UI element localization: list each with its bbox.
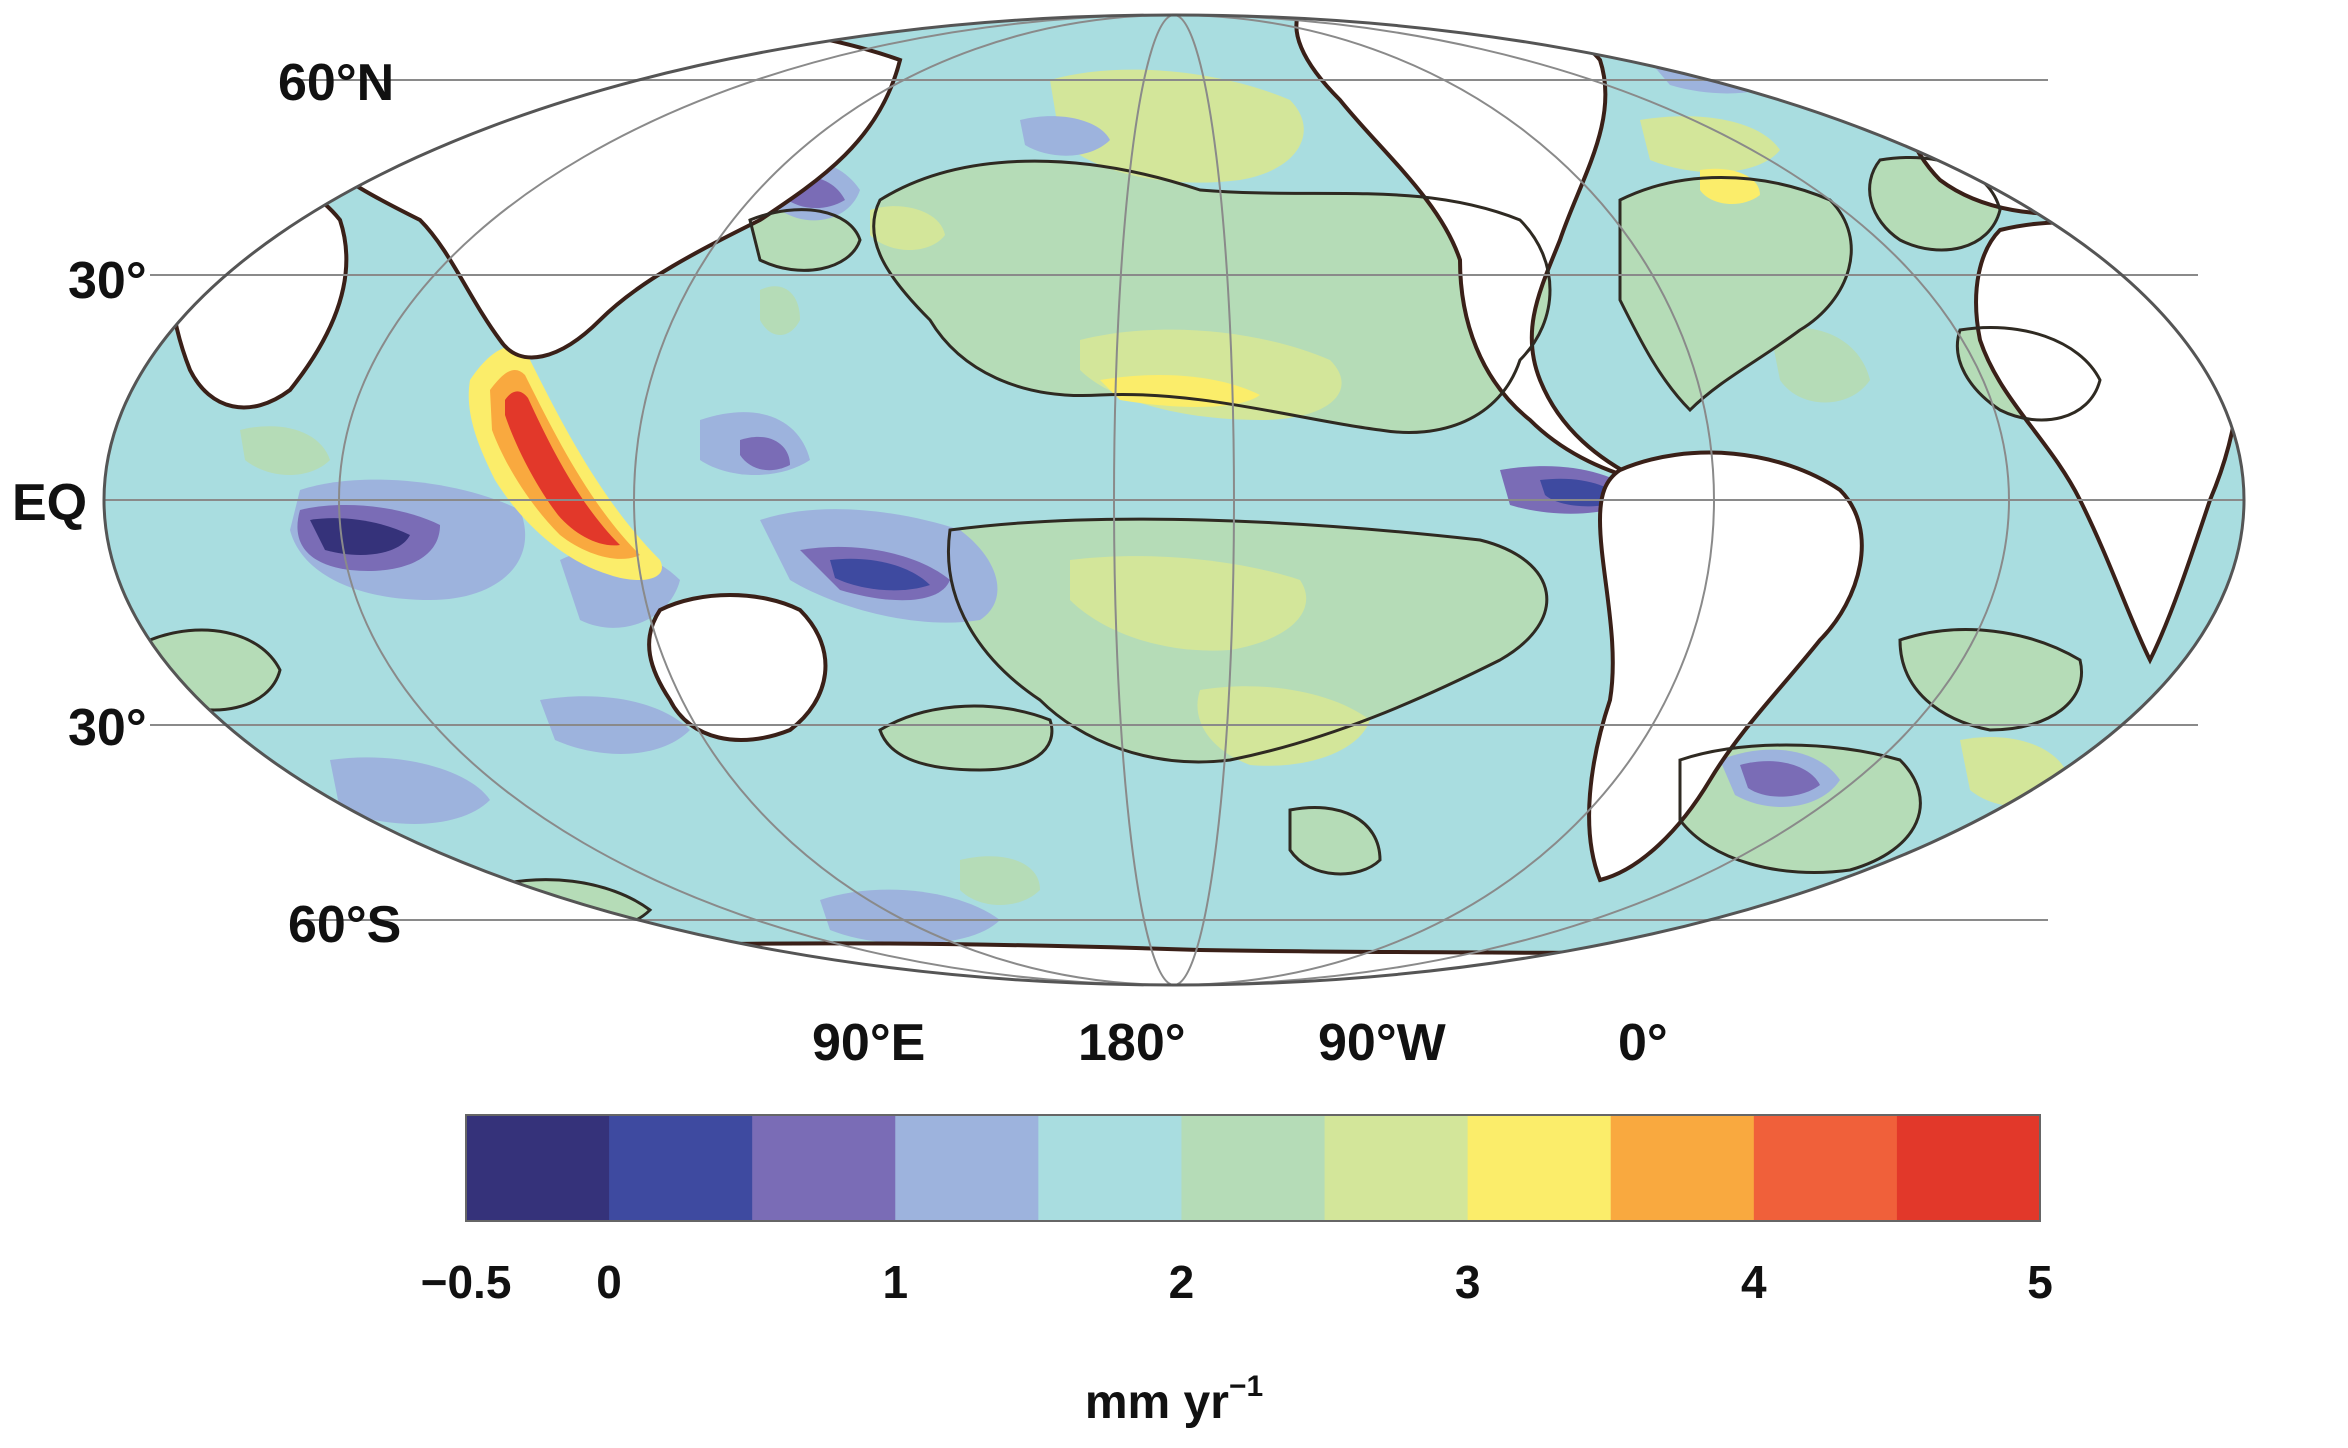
colorbar-tick-label: 0: [596, 1256, 622, 1308]
colorbar-tick-label: 4: [1741, 1256, 1767, 1308]
lat-label-60s: 60°S: [288, 896, 401, 954]
lon-label-90w: 90°W: [1318, 1014, 1447, 1072]
lat-label-30s: 30°: [68, 699, 147, 757]
sea-level-field-high: [150, 69, 2100, 934]
colorbar-bin-5: [1181, 1115, 1326, 1221]
lon-label-180: 180°: [1078, 1014, 1186, 1072]
colorbar-bin-1: [609, 1115, 753, 1221]
colorbar-unit-label: mm yr−1: [1085, 1370, 1263, 1429]
colorbar-tick-label: −0.5: [421, 1256, 512, 1308]
colorbar-bin-4: [1038, 1115, 1182, 1221]
lat-label-60n: 60°N: [278, 54, 394, 112]
colorbar-bin-9: [1753, 1115, 1898, 1221]
colorbar-bin-2: [752, 1115, 896, 1221]
longitude-labels: 90°E 180° 90°W 0°: [812, 1014, 1668, 1072]
lat-label-30n: 30°: [68, 252, 147, 310]
colorbar-bin-0: [466, 1115, 610, 1221]
sea-level-field-low: [290, 45, 2190, 944]
colorbar-bin-6: [1324, 1115, 1469, 1221]
latitude-labels: 60°N 30° EQ 30° 60°S: [12, 54, 401, 954]
colorbar-tick-label: 1: [882, 1256, 908, 1308]
colorbar-bin-10: [1896, 1115, 2041, 1221]
colorbar-bin-3: [895, 1115, 1039, 1221]
colorbar-bin-7: [1467, 1115, 1612, 1221]
lon-label-90e: 90°E: [812, 1014, 925, 1072]
sea-level-hotspot: [468, 346, 662, 580]
colorbar-frame: [465, 1114, 2041, 1222]
colorbar-tick-label: 5: [2027, 1256, 2053, 1308]
colorbar-tick-labels: −0.5 0 1 2 3 4 5: [421, 1256, 2053, 1308]
colorbar-bin-8: [1610, 1115, 1755, 1221]
colorbar-bins: [466, 1115, 2041, 1221]
world-map: 60°N 30° EQ 30° 60°S 90°E 180° 90°W 0°: [12, 13, 2246, 1072]
colorbar-tick-label: 2: [1169, 1256, 1195, 1308]
globe-outline: [102, 13, 2246, 987]
colorbar-tick-label: 3: [1455, 1256, 1481, 1308]
lon-label-0: 0°: [1618, 1014, 1668, 1072]
lat-label-equator: EQ: [12, 474, 87, 532]
colorbar: −0.5 0 1 2 3 4 5 mm yr−1: [421, 1114, 2053, 1429]
